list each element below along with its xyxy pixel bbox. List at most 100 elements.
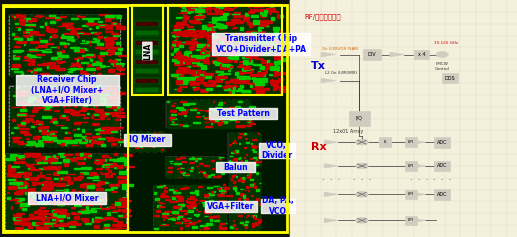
- Bar: [253, 20, 259, 24]
- Bar: [56, 46, 59, 48]
- Bar: [134, 49, 160, 55]
- Bar: [229, 161, 232, 162]
- Bar: [210, 228, 213, 229]
- Bar: [201, 225, 207, 226]
- Bar: [88, 193, 92, 195]
- Bar: [104, 128, 114, 129]
- Bar: [240, 85, 242, 87]
- Bar: [213, 100, 216, 102]
- Bar: [117, 105, 120, 106]
- Bar: [102, 166, 112, 168]
- Bar: [211, 173, 214, 174]
- Bar: [5, 207, 8, 209]
- Bar: [112, 71, 114, 72]
- Bar: [186, 58, 195, 59]
- Bar: [110, 52, 114, 54]
- Bar: [108, 138, 117, 139]
- Bar: [249, 173, 251, 175]
- Bar: [9, 115, 12, 117]
- Bar: [179, 109, 185, 110]
- Bar: [100, 47, 103, 49]
- Bar: [9, 48, 12, 49]
- Bar: [9, 166, 19, 167]
- Bar: [38, 127, 42, 129]
- Bar: [119, 214, 126, 217]
- Bar: [48, 138, 51, 139]
- Bar: [233, 158, 237, 159]
- Bar: [123, 165, 126, 167]
- Bar: [197, 186, 202, 187]
- Bar: [191, 228, 194, 229]
- Bar: [202, 202, 207, 203]
- Bar: [95, 39, 99, 41]
- Bar: [254, 139, 256, 140]
- Bar: [246, 122, 249, 123]
- Bar: [221, 204, 225, 205]
- Bar: [107, 37, 114, 40]
- Bar: [210, 55, 217, 56]
- Bar: [49, 15, 55, 16]
- Bar: [5, 204, 8, 205]
- Bar: [201, 48, 205, 50]
- Bar: [210, 82, 215, 85]
- Bar: [231, 199, 234, 201]
- Bar: [233, 142, 234, 143]
- Bar: [213, 17, 215, 21]
- Bar: [77, 128, 80, 129]
- Bar: [169, 189, 174, 190]
- Bar: [249, 59, 250, 61]
- Bar: [87, 177, 97, 178]
- Bar: [169, 211, 174, 212]
- Bar: [123, 221, 126, 223]
- Bar: [167, 115, 170, 116]
- Bar: [118, 180, 126, 183]
- Bar: [6, 154, 9, 155]
- Bar: [204, 211, 211, 213]
- Bar: [23, 120, 32, 122]
- Bar: [246, 111, 249, 113]
- Bar: [241, 205, 244, 207]
- Bar: [92, 218, 93, 222]
- Bar: [246, 221, 248, 222]
- Bar: [53, 65, 59, 67]
- Bar: [82, 129, 84, 132]
- Bar: [85, 86, 88, 87]
- Bar: [83, 220, 88, 222]
- Bar: [15, 137, 21, 138]
- Bar: [45, 29, 52, 32]
- Bar: [112, 92, 120, 94]
- Bar: [97, 103, 98, 104]
- Bar: [159, 224, 165, 225]
- Bar: [239, 61, 247, 62]
- Bar: [112, 185, 119, 186]
- Bar: [219, 126, 222, 127]
- Bar: [183, 16, 189, 17]
- Bar: [204, 210, 208, 211]
- Bar: [274, 57, 281, 59]
- Bar: [233, 175, 234, 177]
- Bar: [231, 216, 234, 218]
- Bar: [96, 188, 103, 190]
- Bar: [105, 20, 110, 21]
- Bar: [270, 20, 272, 23]
- Bar: [255, 165, 258, 166]
- Bar: [168, 157, 171, 159]
- Bar: [120, 157, 124, 158]
- Bar: [99, 58, 101, 59]
- Bar: [85, 139, 87, 142]
- Bar: [17, 172, 27, 173]
- Bar: [235, 121, 239, 122]
- Bar: [246, 108, 249, 109]
- Bar: [75, 114, 85, 115]
- Bar: [275, 72, 278, 73]
- Bar: [131, 149, 134, 150]
- Bar: [256, 172, 257, 174]
- Bar: [43, 105, 52, 107]
- Bar: [75, 199, 80, 200]
- Bar: [54, 86, 57, 87]
- Bar: [123, 228, 126, 230]
- Bar: [201, 78, 204, 80]
- Bar: [9, 51, 12, 53]
- Bar: [102, 218, 109, 219]
- Bar: [159, 202, 161, 203]
